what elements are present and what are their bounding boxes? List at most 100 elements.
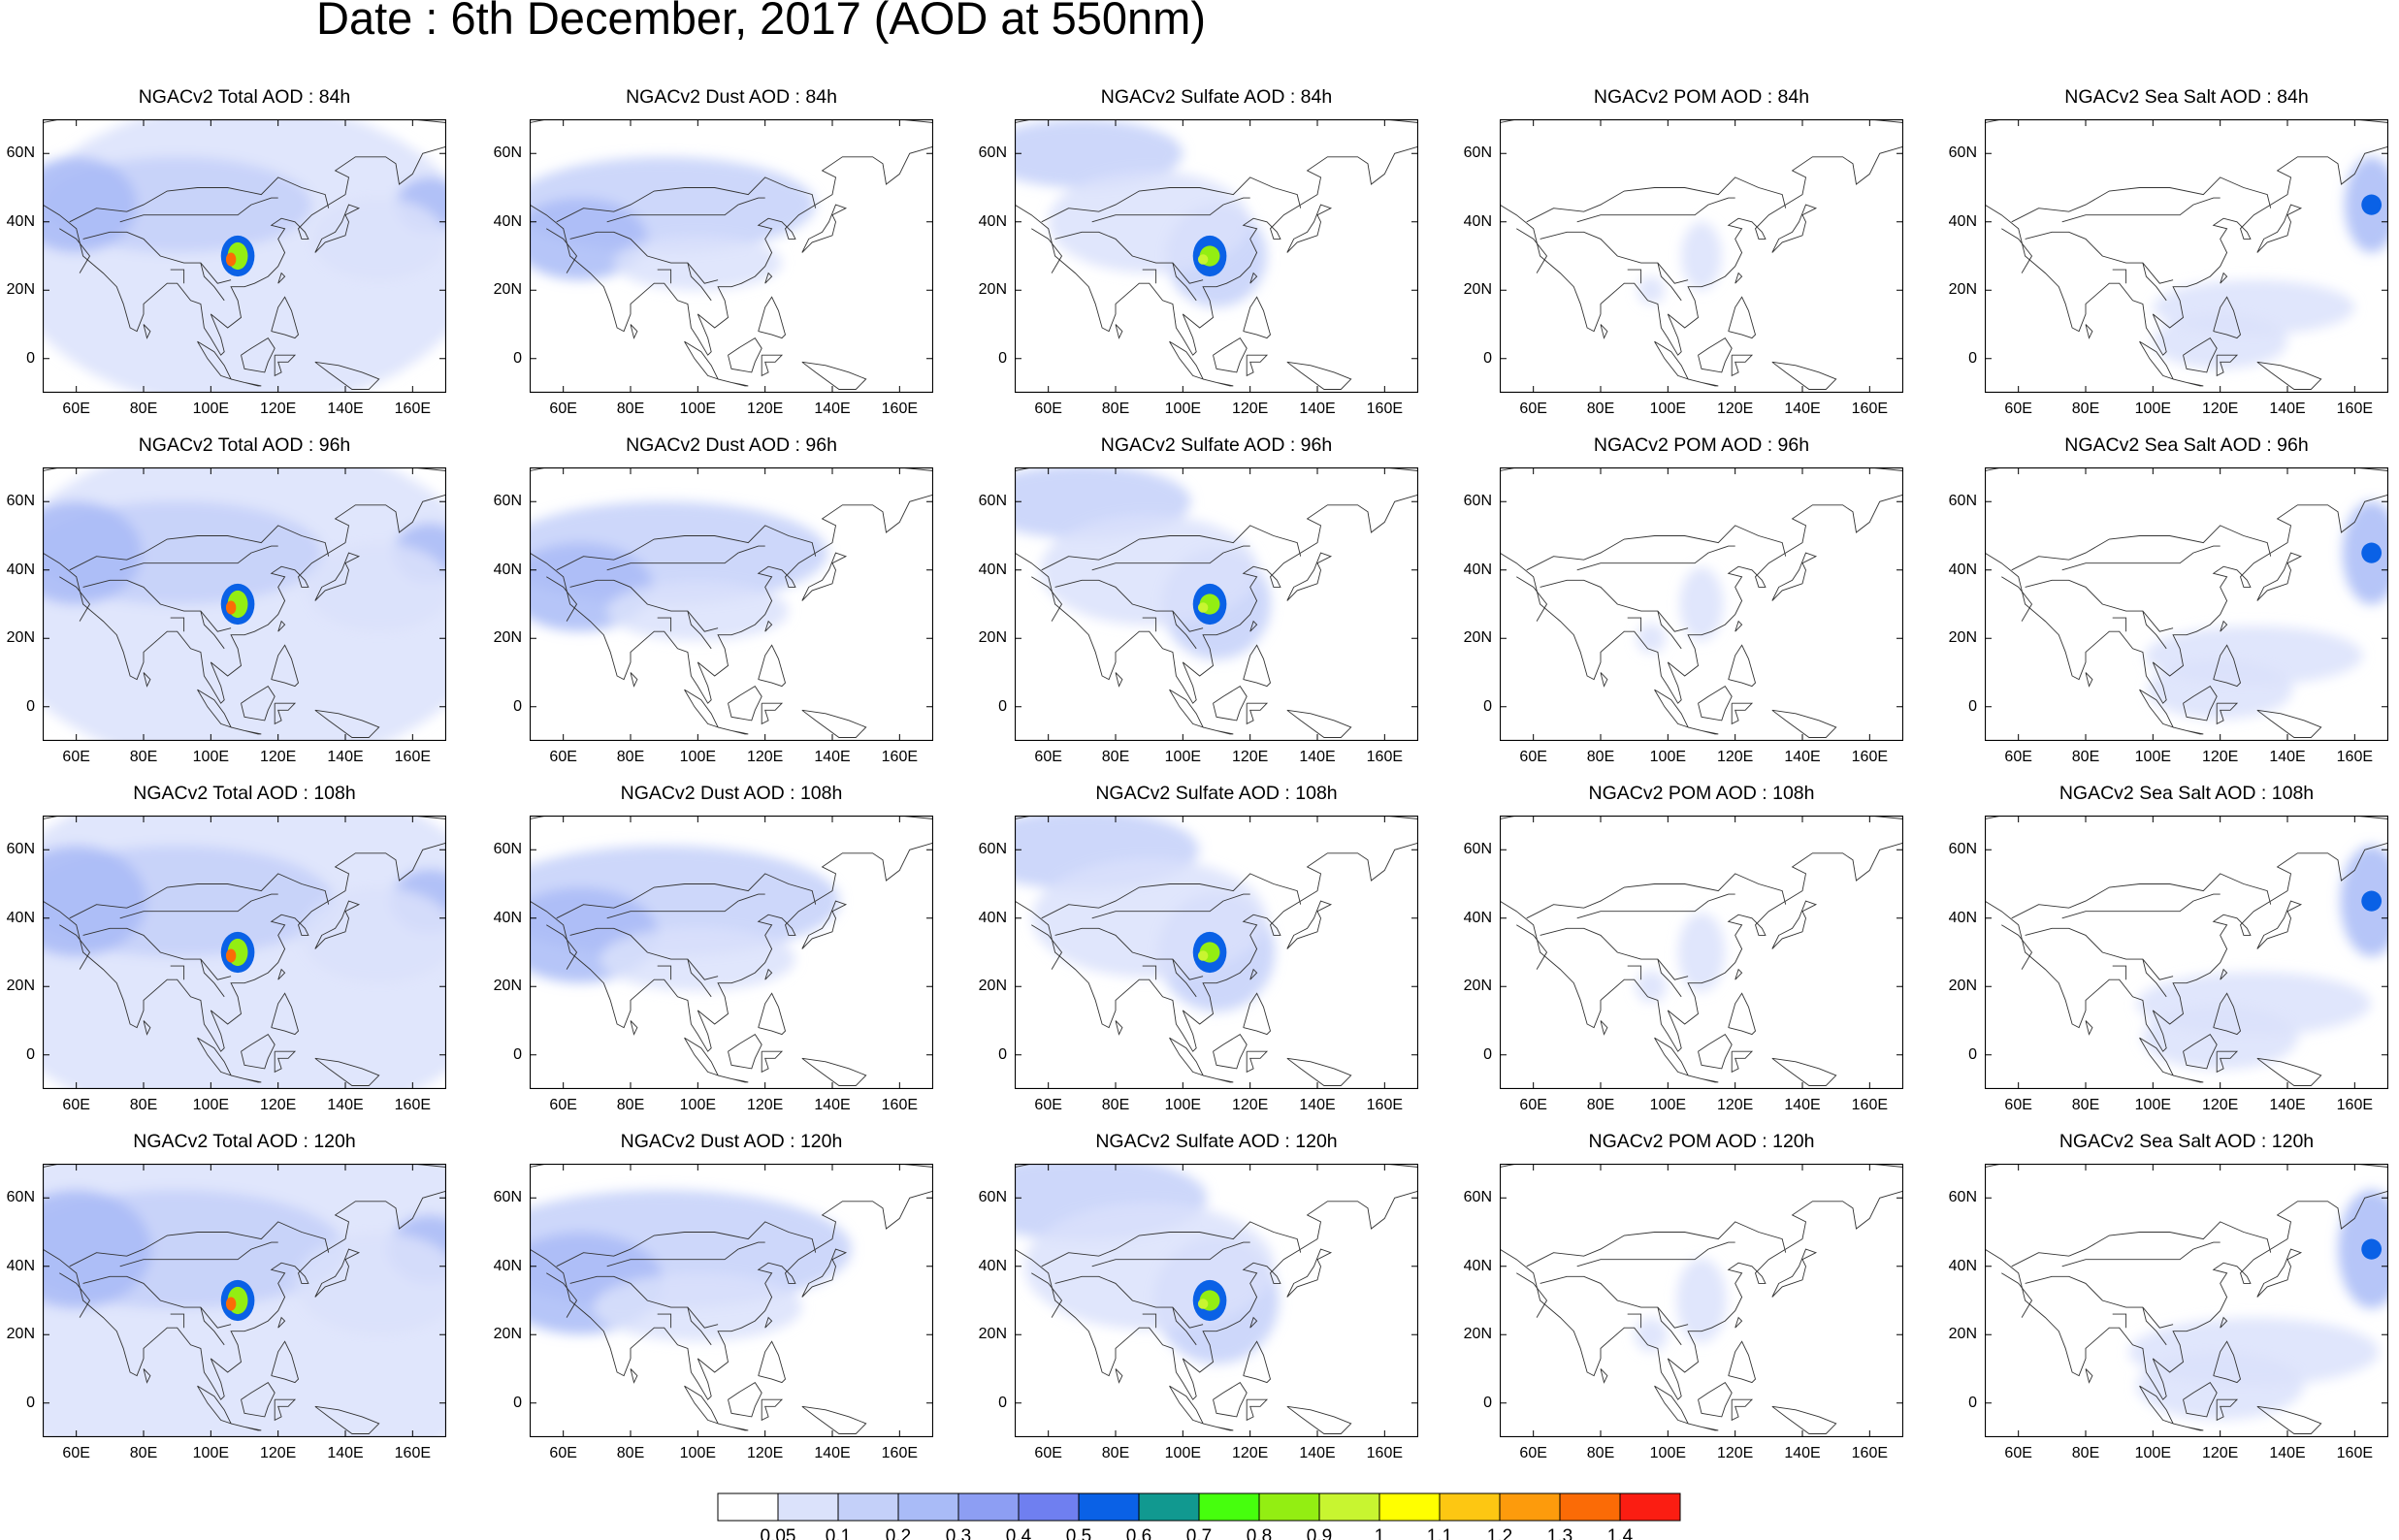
coastline xyxy=(1540,579,1689,632)
x-tick-label: 80E xyxy=(1101,401,1130,417)
coastline xyxy=(801,1057,867,1086)
coastline xyxy=(1500,842,1903,1052)
coastline xyxy=(200,1306,225,1346)
aod-region xyxy=(1637,276,1665,305)
coastline xyxy=(1540,1275,1689,1329)
coastline xyxy=(170,617,185,632)
y-tick-label: 60N xyxy=(978,493,1007,510)
x-tick-label: 140E xyxy=(814,1097,851,1113)
coastline xyxy=(2213,992,2242,1036)
coastline xyxy=(1657,610,1682,650)
coastline xyxy=(1213,685,1248,722)
coastline xyxy=(606,893,765,919)
coastline xyxy=(1202,726,1234,735)
coastline xyxy=(1516,576,1548,622)
coastline xyxy=(1734,620,1743,632)
coastline xyxy=(2011,176,2272,223)
coastline xyxy=(314,709,380,738)
y-tick-label: 40N xyxy=(1463,909,1492,926)
coastline xyxy=(1041,176,1302,223)
panel-title: NGACv2 Total AOD : 96h xyxy=(138,434,351,456)
coastline xyxy=(1202,1423,1234,1431)
y-tick-label: 20N xyxy=(6,629,35,647)
y-tick-label: 0 xyxy=(998,1394,1007,1411)
coastline xyxy=(314,900,361,949)
x-tick-label: 100E xyxy=(679,749,717,765)
y-tick-label: 40N xyxy=(1948,561,1977,578)
coastline xyxy=(241,1381,276,1418)
x-tick-label: 120E xyxy=(1716,1097,1754,1113)
coastline xyxy=(2142,1306,2167,1346)
x-tick-label: 60E xyxy=(2004,1445,2032,1461)
x-tick-label: 160E xyxy=(2336,1097,2374,1113)
x-tick-label: 140E xyxy=(1299,749,1336,765)
coastline xyxy=(1771,204,1818,253)
coastline xyxy=(1031,228,1063,273)
coastline xyxy=(801,204,848,253)
coastline xyxy=(1526,873,1787,919)
coastline xyxy=(200,958,225,998)
y-tick-label: 60N xyxy=(493,493,522,510)
y-tick-label: 20N xyxy=(1948,978,1977,995)
coastline xyxy=(1698,1033,1733,1070)
aod-hotspot xyxy=(225,1297,237,1311)
coastline xyxy=(630,672,638,688)
coastline xyxy=(1115,672,1123,688)
x-tick-label: 120E xyxy=(1231,1097,1269,1113)
coastline xyxy=(761,1050,784,1074)
aod-region xyxy=(593,1273,802,1342)
coastline xyxy=(2213,296,2242,339)
coastline xyxy=(1985,494,2388,704)
map-pom-108h xyxy=(1500,816,1903,1089)
coastline xyxy=(569,1275,719,1329)
coastline xyxy=(2001,576,2033,622)
x-tick-label: 100E xyxy=(2134,1097,2172,1113)
y-tick-label: 40N xyxy=(493,561,522,578)
coastline xyxy=(801,1248,848,1298)
y-tick-label: 60N xyxy=(978,144,1007,162)
coastline xyxy=(1500,494,1903,704)
coastline xyxy=(1654,340,1689,380)
panel-title: NGACv2 Sulfate AOD : 108h xyxy=(1095,783,1338,804)
coastline xyxy=(1540,927,1689,980)
y-tick-label: 0 xyxy=(513,697,522,715)
aod-field xyxy=(1635,913,1726,1003)
coastline xyxy=(1286,361,1352,390)
coastline xyxy=(1246,1398,1269,1422)
coastline xyxy=(1091,197,1250,223)
coastline xyxy=(687,262,712,302)
x-tick-label: 60E xyxy=(549,749,577,765)
coastline xyxy=(119,893,278,919)
map-total-84h xyxy=(43,119,446,393)
x-tick-label: 60E xyxy=(1519,1445,1547,1461)
map-frame xyxy=(1500,816,1903,1089)
coastline xyxy=(556,1221,817,1267)
y-tick-label: 0 xyxy=(1968,697,1977,715)
y-tick-label: 60N xyxy=(978,841,1007,858)
coastline xyxy=(1091,893,1250,919)
map-total-120h xyxy=(43,1164,446,1437)
aod-field xyxy=(2128,1189,2388,1421)
aod-hotspot xyxy=(2361,542,2383,563)
x-tick-label: 140E xyxy=(327,749,364,765)
x-tick-label: 60E xyxy=(1034,401,1062,417)
y-tick-label: 20N xyxy=(493,1326,522,1343)
coastline xyxy=(1142,617,1157,632)
coastline xyxy=(2172,378,2204,387)
coastline xyxy=(241,337,276,373)
coastline xyxy=(1728,296,1757,339)
x-tick-label: 140E xyxy=(1299,401,1336,417)
y-tick-label: 40N xyxy=(978,1257,1007,1274)
y-tick-label: 60N xyxy=(1948,1189,1977,1206)
x-tick-label: 160E xyxy=(1851,749,1889,765)
coastline xyxy=(69,525,330,571)
map-frame xyxy=(43,816,446,1089)
aod-hotspot xyxy=(225,948,237,963)
coastline xyxy=(1142,269,1157,284)
coastline xyxy=(1600,1020,1608,1036)
y-tick-label: 40N xyxy=(978,561,1007,578)
coastline xyxy=(2216,354,2239,377)
coastline xyxy=(1142,965,1157,980)
map-dust-84h xyxy=(530,119,933,393)
x-tick-label: 140E xyxy=(1784,401,1821,417)
